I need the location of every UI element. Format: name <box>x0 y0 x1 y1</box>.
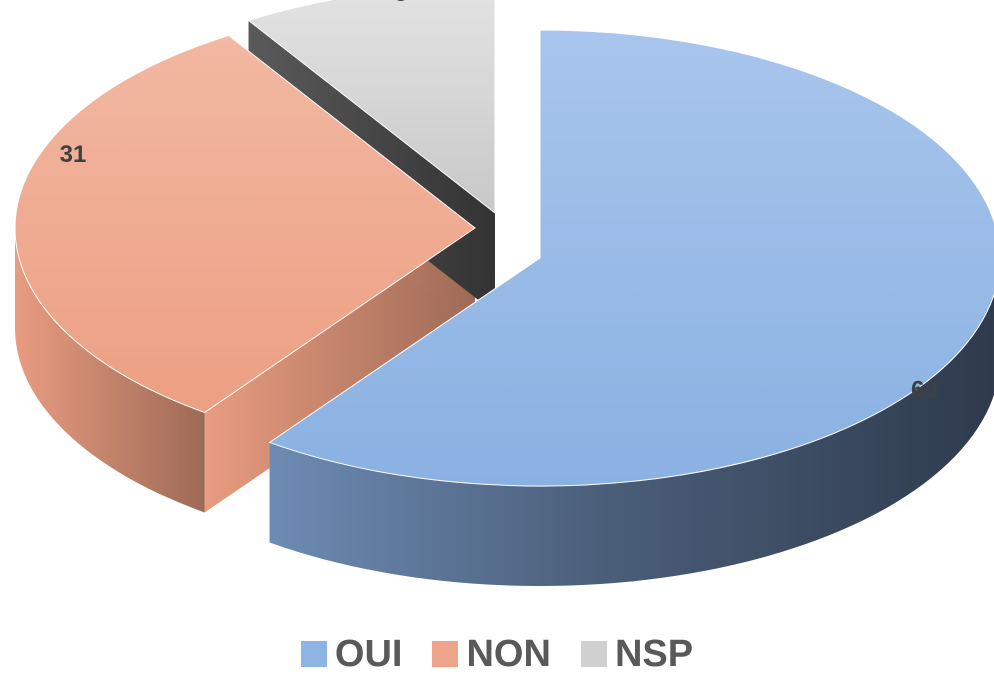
legend-item-oui: OUI <box>300 633 403 675</box>
pie-labels: 60 31 9 <box>60 0 938 404</box>
legend-swatch-nsp <box>580 641 607 667</box>
legend-swatch-oui <box>300 641 327 667</box>
pie-side-oui <box>269 294 994 586</box>
pie-slice-nsp <box>247 0 496 215</box>
pie-slice-oui <box>268 29 994 487</box>
data-label-non: 31 <box>60 141 87 168</box>
pie-slice-non <box>14 34 476 414</box>
legend-label-oui: OUI <box>334 633 403 675</box>
legend-item-non: NON <box>432 633 551 675</box>
data-label-oui: 60 <box>911 377 938 404</box>
legend-label-non: NON <box>466 633 551 675</box>
legend: OUI NON NSP <box>0 632 994 676</box>
legend-swatch-non <box>432 641 459 667</box>
legend-label-nsp: NSP <box>614 633 694 675</box>
legend-item-nsp: NSP <box>580 633 694 675</box>
pie-side-non <box>15 228 205 513</box>
pie-tops <box>14 0 994 487</box>
data-label-nsp: 9 <box>395 0 408 7</box>
